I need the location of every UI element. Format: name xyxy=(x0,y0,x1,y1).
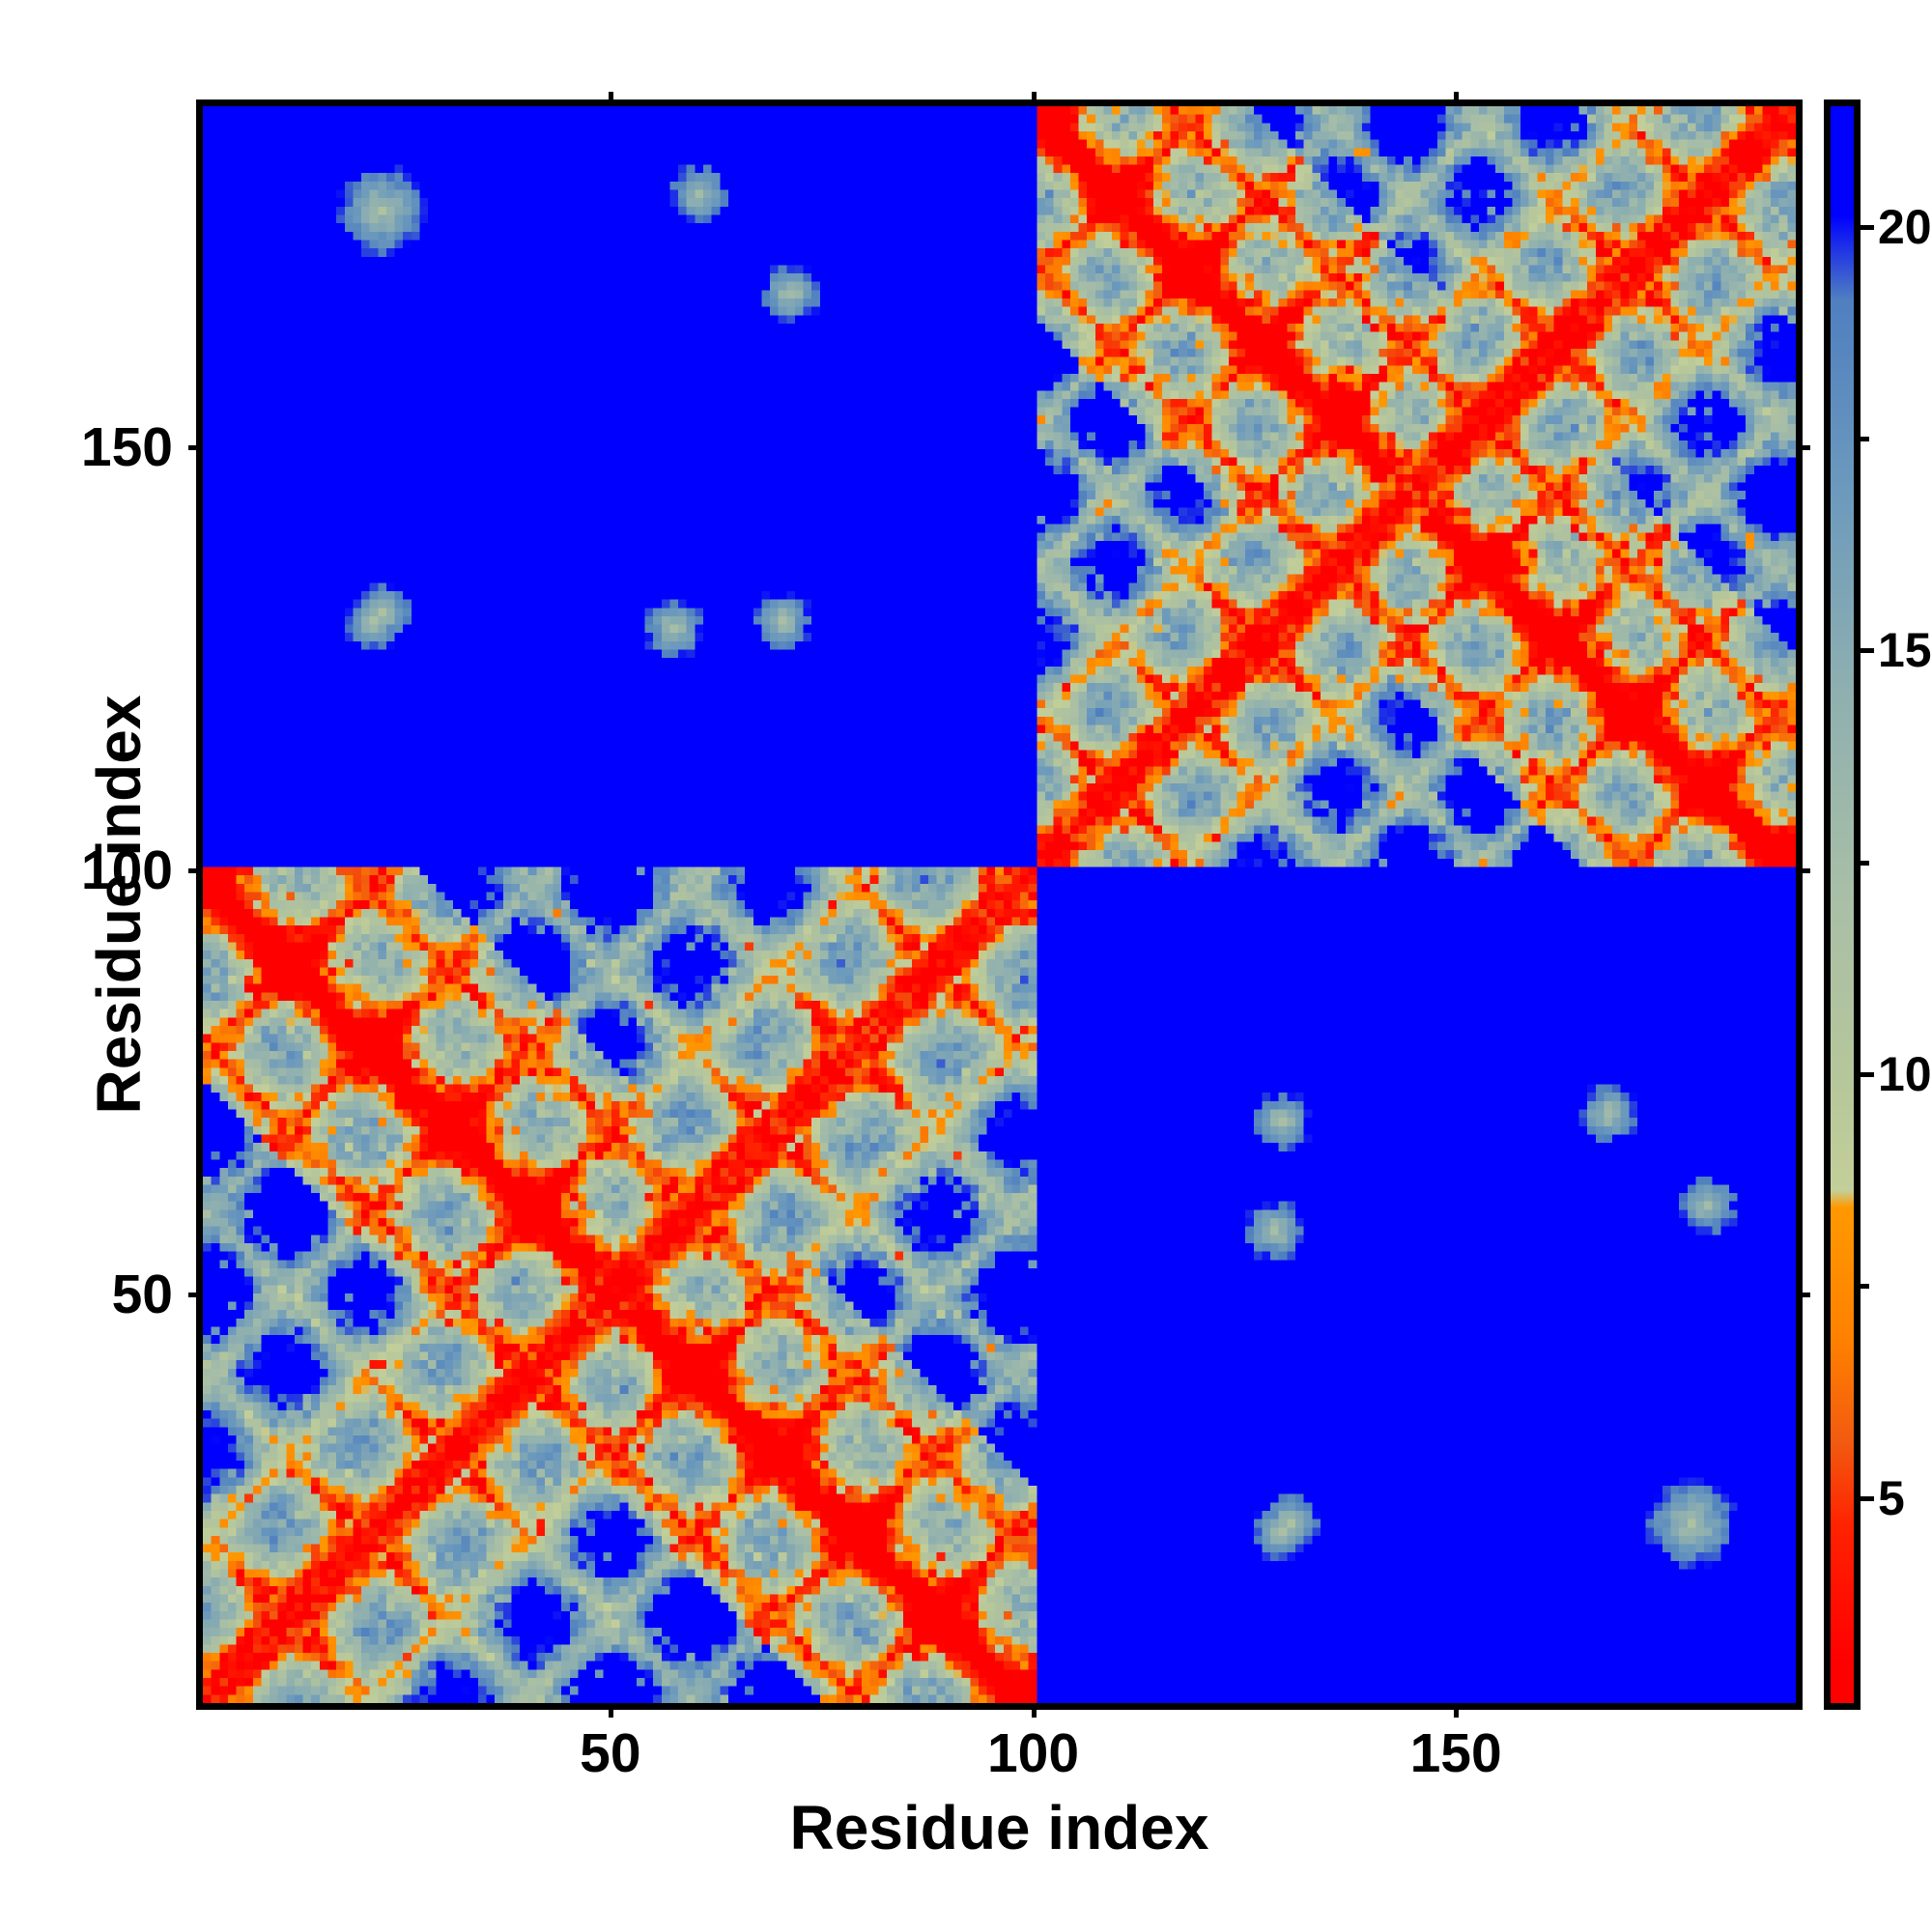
x-tick-mark-top xyxy=(1031,92,1037,106)
y-tick-label: 100 xyxy=(80,839,173,902)
x-tick-label: 50 xyxy=(580,1722,641,1784)
colorbar-tick-label: 5 xyxy=(1878,1470,1905,1525)
y-axis-label: Residue index xyxy=(84,695,154,1115)
y-tick-mark-right xyxy=(1796,444,1810,450)
x-tick-mark xyxy=(608,1703,613,1718)
colorbar-minor-tick xyxy=(1861,1284,1869,1290)
y-tick-mark xyxy=(188,868,203,874)
y-tick-label: 150 xyxy=(80,415,173,478)
x-tick-label: 100 xyxy=(986,1722,1080,1784)
heatmap-axes[interactable] xyxy=(196,99,1803,1710)
colorbar-tick-mark xyxy=(1861,1071,1874,1077)
colorbar-tick-mark xyxy=(1861,224,1874,230)
x-tick-mark-top xyxy=(608,92,613,106)
y-tick-mark-right xyxy=(1796,868,1810,874)
colorbar-minor-tick xyxy=(1861,436,1869,441)
colorbar-tick-label: 20 xyxy=(1878,199,1932,254)
colorbar[interactable] xyxy=(1824,99,1861,1710)
colorbar-gradient xyxy=(1831,106,1854,1703)
x-tick-mark-top xyxy=(1454,92,1460,106)
colorbar-minor-tick xyxy=(1861,860,1869,866)
colorbar-ticks-layer: 5 10 15 20 xyxy=(1824,99,1932,1710)
x-tick-label: 150 xyxy=(1409,1722,1502,1784)
y-tick-mark xyxy=(188,444,203,450)
x-tick-mark xyxy=(1454,1703,1460,1718)
colorbar-tick-mark xyxy=(1861,648,1874,654)
y-tick-label: 50 xyxy=(111,1264,173,1326)
x-tick-mark xyxy=(1031,1703,1037,1718)
colorbar-tick-mark xyxy=(1861,1495,1874,1501)
colorbar-tick-label: 15 xyxy=(1878,623,1932,678)
distance-map-heatmap[interactable] xyxy=(203,106,1796,1703)
colorbar-tick-label: 10 xyxy=(1878,1046,1932,1101)
y-tick-mark-right xyxy=(1796,1293,1810,1298)
x-axis-label: Residue index xyxy=(789,1793,1209,1862)
y-tick-mark xyxy=(188,1293,203,1298)
